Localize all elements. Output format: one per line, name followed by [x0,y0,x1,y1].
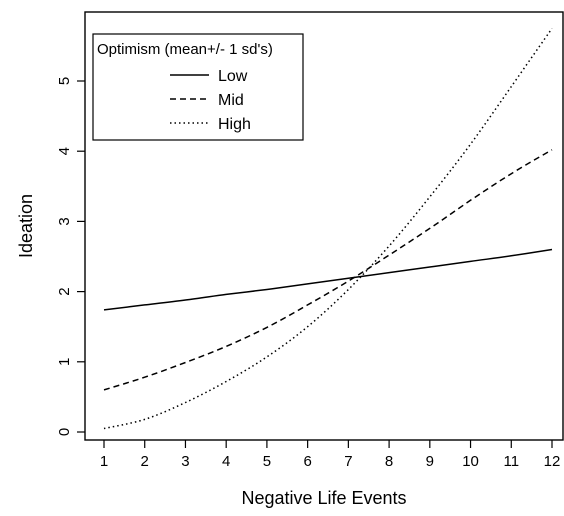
series-line-low [103,248,553,311]
x-tick-label: 4 [222,453,230,470]
legend-label-high: High [218,116,251,133]
legend-label-mid: Mid [218,92,244,109]
legend-title: Optimism (mean+/- 1 sd's) [97,41,273,58]
x-tick-label: 11 [503,453,519,470]
y-tick-label: 1 [56,358,73,366]
x-tick-label: 2 [141,453,149,470]
y-tick-label: 0 [56,428,73,436]
y-tick-label: 3 [56,217,73,225]
plot-frame [84,11,564,441]
legend: Optimism (mean+/- 1 sd's) Low Mid High [92,33,304,141]
x-tick-label: 5 [263,453,271,470]
legend-label-low: Low [218,68,248,85]
x-tick-label: 12 [544,453,561,470]
x-tick-label: 3 [181,453,189,470]
y-axis: 0 1 2 3 4 5 [56,77,85,436]
y-tick-label: 5 [56,77,73,85]
x-tick-label: 1 [100,453,108,470]
x-axis: 1 2 3 4 5 6 7 8 9 10 11 12 [100,440,561,470]
x-tick-label: 9 [426,453,434,470]
x-axis-title: Negative Life Events [241,488,406,508]
x-tick-label: 8 [385,453,393,470]
y-axis-title: Ideation [16,194,36,258]
x-tick-label: 7 [344,453,352,470]
x-tick-label: 10 [462,453,479,470]
y-tick-label: 4 [56,147,73,155]
y-tick-label: 2 [56,287,73,295]
x-tick-label: 6 [303,453,311,470]
series-line-mid [103,149,553,391]
